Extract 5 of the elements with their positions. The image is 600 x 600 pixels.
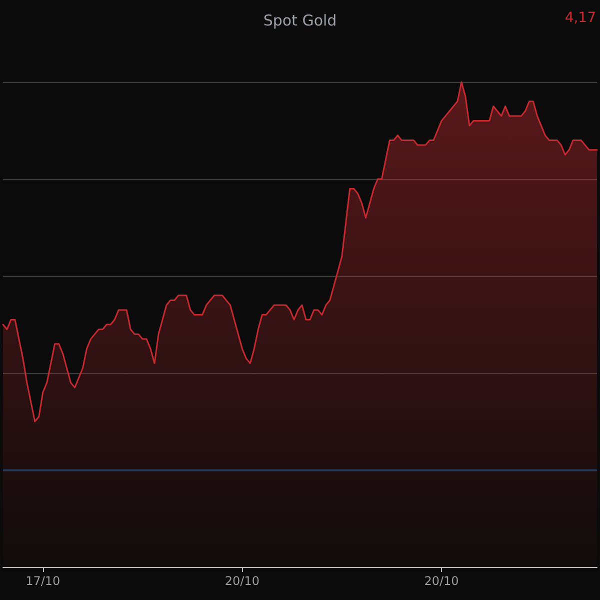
chart-title: Spot Gold bbox=[263, 12, 337, 30]
x-tick-label: 17/10 bbox=[26, 574, 60, 588]
text: 4,17 bbox=[564, 10, 596, 26]
x-tick-label: 20/10 bbox=[424, 574, 459, 588]
x-tick-label: 20/10 bbox=[224, 574, 260, 588]
